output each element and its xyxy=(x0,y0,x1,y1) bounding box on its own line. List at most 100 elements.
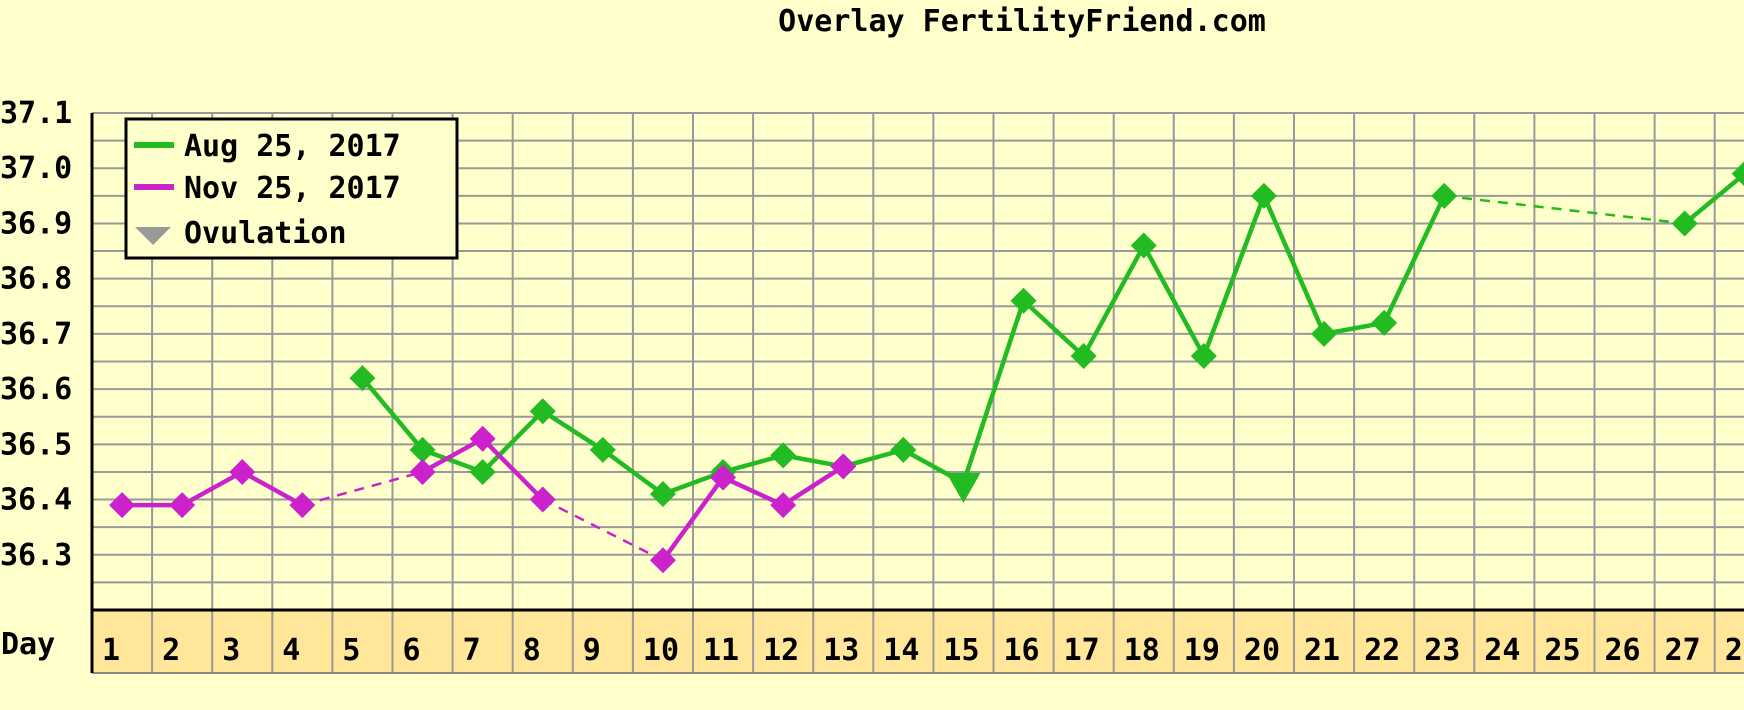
data-point xyxy=(1130,232,1157,259)
data-point xyxy=(109,492,136,519)
series-line-segment xyxy=(1022,299,1086,358)
series-line-segment xyxy=(601,448,665,496)
data-point xyxy=(169,492,196,519)
x-tick-label: 16 xyxy=(1004,633,1040,668)
x-tick-label: 26 xyxy=(1605,633,1641,668)
data-point xyxy=(1311,320,1338,347)
series-line-segment xyxy=(1141,244,1206,358)
series-gap-line xyxy=(1444,194,1685,225)
series-line-segment xyxy=(661,476,725,562)
data-point xyxy=(229,458,256,485)
series-line-segment xyxy=(481,409,545,474)
x-tick-label: 23 xyxy=(1424,633,1460,668)
series-2 xyxy=(109,425,857,574)
data-point xyxy=(1250,182,1277,209)
data-point xyxy=(469,425,496,452)
legend-label: Nov 25, 2017 xyxy=(184,171,401,206)
legend-label: Ovulation xyxy=(184,216,347,251)
data-point xyxy=(890,436,917,463)
x-tick-label: 3 xyxy=(222,633,240,668)
data-point xyxy=(349,365,376,392)
data-point xyxy=(529,486,556,513)
series-line-segment xyxy=(1261,194,1327,335)
series-line-segment xyxy=(1201,195,1267,357)
legend-box xyxy=(124,117,459,260)
x-tick-label: 13 xyxy=(823,633,859,668)
chart-title: Overlay FertilityFriend.com xyxy=(778,4,1266,39)
x-tick-label: 10 xyxy=(643,633,679,668)
data-point xyxy=(710,464,737,491)
data-point xyxy=(1731,161,1744,186)
y-tick-label: 37.1 xyxy=(0,96,72,131)
data-point xyxy=(649,481,676,508)
y-tick-label: 37.0 xyxy=(0,151,72,186)
x-tick-label: 5 xyxy=(342,633,360,668)
x-tick-label: 25 xyxy=(1544,633,1580,668)
x-tick-label: 12 xyxy=(763,633,799,668)
series-line-segment xyxy=(1683,172,1744,226)
x-tick-label: 20 xyxy=(1244,633,1280,668)
x-tick-label: 14 xyxy=(883,633,919,668)
ovulation-marker xyxy=(946,472,981,503)
x-tick-label: 21 xyxy=(1304,633,1340,668)
x-tick-label: 1 xyxy=(102,633,120,668)
x-tick-label: 2 xyxy=(162,633,180,668)
data-point xyxy=(589,436,616,463)
data-point xyxy=(409,458,436,485)
y-tick-label: 36.9 xyxy=(0,206,72,241)
y-tick-label: 36.6 xyxy=(0,372,72,407)
series-line-segment xyxy=(541,409,605,452)
legend: Aug 25, 2017 Nov 25, 2017 Ovulation xyxy=(124,117,459,260)
x-tick-label: 9 xyxy=(583,633,601,668)
x-tick-label: 17 xyxy=(1064,633,1100,668)
series-gap-line xyxy=(302,470,423,507)
x-tick-label: 6 xyxy=(403,633,421,668)
series-line-segment xyxy=(421,436,484,474)
series-layer xyxy=(109,161,1744,574)
series-line-segment xyxy=(781,464,845,507)
x-tick-label: 11 xyxy=(703,633,739,668)
x-tick-label: 19 xyxy=(1184,633,1220,668)
y-tick-label: 36.8 xyxy=(0,262,72,297)
data-point xyxy=(469,458,496,485)
series-line-segment xyxy=(1081,244,1146,358)
day-band-background xyxy=(92,610,1744,673)
data-point xyxy=(770,492,797,519)
x-tick-label: 18 xyxy=(1124,633,1160,668)
data-point xyxy=(529,398,556,425)
x-tick-label: 15 xyxy=(943,633,979,668)
data-point xyxy=(1431,182,1458,209)
legend-label: Aug 25, 2017 xyxy=(184,129,401,164)
series-line-segment xyxy=(722,475,785,508)
x-axis-label: Day xyxy=(1,627,55,662)
y-axis: 37.1 37.0 36.9 36.8 36.7 36.6 36.5 36.4 36.3 xyxy=(0,96,72,573)
x-tick-label: 24 xyxy=(1484,633,1520,668)
y-tick-label: 36.5 xyxy=(0,427,72,462)
x-tick-label: 22 xyxy=(1364,633,1400,668)
data-point xyxy=(1671,210,1698,237)
day-axis-band: Day 1 2 3 4 5 6 7 8 9 10 11 12 13 14 15 16 17 18 19 20 21 22 2… xyxy=(1,113,1744,674)
data-point xyxy=(770,442,797,469)
x-tick-label: 7 xyxy=(463,633,481,668)
x-tick-label: 4 xyxy=(282,633,300,668)
series-gap-line xyxy=(542,498,664,562)
data-point xyxy=(289,492,316,519)
series-line-segment xyxy=(1382,194,1447,324)
data-point xyxy=(649,547,676,574)
y-tick-label: 36.7 xyxy=(0,317,72,352)
y-tick-label: 36.3 xyxy=(0,538,72,573)
x-tick-label: 27 xyxy=(1665,633,1701,668)
series-line-segment xyxy=(181,469,244,508)
series-line-segment xyxy=(360,376,425,452)
data-point xyxy=(1190,342,1217,369)
legend-ovulation-symbol xyxy=(135,227,171,245)
data-point xyxy=(1070,342,1097,369)
series-line-segment xyxy=(481,437,545,502)
data-point xyxy=(1010,287,1037,314)
y-tick-label: 36.4 xyxy=(0,483,72,518)
x-tick-label: 2 xyxy=(1725,633,1743,668)
series-line-segment xyxy=(961,300,1026,484)
data-point xyxy=(1371,309,1398,336)
series-line-segment xyxy=(421,447,484,475)
